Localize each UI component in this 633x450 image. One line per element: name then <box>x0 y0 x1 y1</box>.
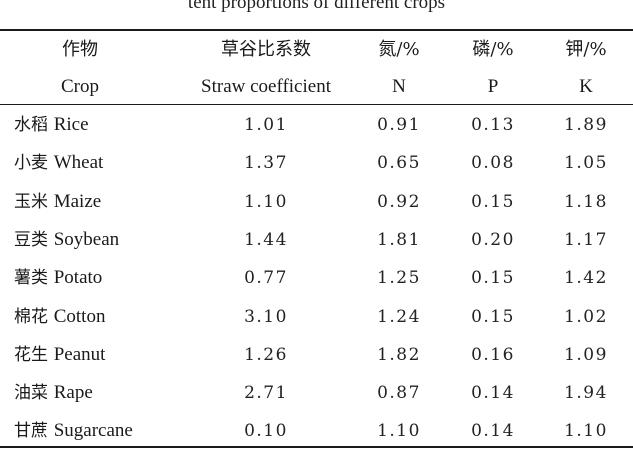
header-p-en: P <box>487 76 499 97</box>
header-coef-cn: 草谷比系数 <box>221 39 311 60</box>
potassium-value: 1.94 <box>564 383 608 403</box>
phosphorus-value: 0.15 <box>471 192 515 212</box>
table-row-crop: 甘蔗 Sugarcane <box>14 420 133 442</box>
crop-name-en: Soybean <box>53 229 120 250</box>
potassium-value: 1.17 <box>564 230 608 250</box>
crop-name-cn: 薯类 <box>14 268 48 288</box>
top-rule <box>0 29 633 31</box>
crop-name-cn: 水稻 <box>14 115 48 135</box>
straw-coefficient-value: 2.71 <box>244 383 288 403</box>
phosphorus-value: 0.15 <box>471 268 515 288</box>
nitrogen-value: 1.24 <box>377 307 421 327</box>
straw-coefficient-value: 1.37 <box>244 153 288 173</box>
straw-coefficient-value: 3.10 <box>244 307 288 327</box>
table-row-crop: 小麦 Wheat <box>14 152 104 174</box>
crop-name-en: Potato <box>53 267 103 288</box>
phosphorus-value: 0.16 <box>471 345 515 365</box>
crop-name-cn: 小麦 <box>14 153 48 173</box>
table-row-crop: 水稻 Rice <box>14 114 89 136</box>
straw-coefficient-value: 1.26 <box>244 345 288 365</box>
nitrogen-value: 0.87 <box>377 383 421 403</box>
straw-coefficient-value: 1.01 <box>244 115 288 135</box>
straw-coefficient-value: 0.77 <box>244 268 288 288</box>
nitrogen-value: 1.10 <box>377 421 421 441</box>
nitrogen-value: 1.81 <box>377 230 421 250</box>
potassium-value: 1.89 <box>564 115 608 135</box>
header-k-en: K <box>579 76 593 97</box>
straw-coefficient-value: 1.44 <box>244 230 288 250</box>
potassium-value: 1.05 <box>564 153 608 173</box>
table-row-crop: 豆类 Soybean <box>14 229 120 251</box>
table-row-crop: 玉米 Maize <box>14 191 102 213</box>
table-caption: tent proportions of different crops <box>187 0 446 13</box>
phosphorus-value: 0.15 <box>471 307 515 327</box>
potassium-value: 1.09 <box>564 345 608 365</box>
crop-name-en: Rice <box>53 114 89 135</box>
header-crop-en: Crop <box>61 76 99 97</box>
nitrogen-value: 0.92 <box>377 192 421 212</box>
straw-coefficient-value: 0.10 <box>244 421 288 441</box>
table-row-crop: 棉花 Cotton <box>14 306 106 328</box>
table-row-crop: 花生 Peanut <box>14 344 106 366</box>
crop-name-cn: 豆类 <box>14 230 48 250</box>
phosphorus-value: 0.20 <box>471 230 515 250</box>
nitrogen-value: 0.91 <box>377 115 421 135</box>
potassium-value: 1.42 <box>564 268 608 288</box>
header-n-en: N <box>392 76 406 97</box>
crop-name-en: Maize <box>53 191 102 212</box>
bottom-rule <box>0 446 633 448</box>
table-row-crop: 薯类 Potato <box>14 267 103 289</box>
crop-name-en: Sugarcane <box>53 420 133 441</box>
potassium-value: 1.02 <box>564 307 608 327</box>
crop-name-cn: 花生 <box>14 345 48 365</box>
nitrogen-value: 1.25 <box>377 268 421 288</box>
nitrogen-value: 1.82 <box>377 345 421 365</box>
header-rule <box>0 104 633 106</box>
header-p-cn: 磷/% <box>472 39 514 60</box>
table-row-crop: 油菜 Rape <box>14 382 93 404</box>
crop-name-en: Cotton <box>53 306 106 327</box>
nitrogen-value: 0.65 <box>377 153 421 173</box>
crop-name-cn: 油菜 <box>14 383 48 403</box>
crop-name-en: Peanut <box>53 344 106 365</box>
potassium-value: 1.18 <box>564 192 608 212</box>
phosphorus-value: 0.14 <box>471 421 515 441</box>
header-k-cn: 钾/% <box>565 39 607 60</box>
header-coef-en: Straw coefficient <box>201 76 331 97</box>
crop-name-en: Wheat <box>53 152 104 173</box>
phosphorus-value: 0.13 <box>471 115 515 135</box>
potassium-value: 1.10 <box>564 421 608 441</box>
phosphorus-value: 0.08 <box>471 153 515 173</box>
header-n-cn: 氮/% <box>378 39 420 60</box>
crop-name-cn: 棉花 <box>14 307 48 327</box>
header-crop-cn: 作物 <box>62 39 98 60</box>
crop-name-cn: 玉米 <box>14 192 48 212</box>
crop-name-en: Rape <box>53 382 93 403</box>
crop-name-cn: 甘蔗 <box>14 421 48 441</box>
straw-coefficient-value: 1.10 <box>244 192 288 212</box>
phosphorus-value: 0.14 <box>471 383 515 403</box>
